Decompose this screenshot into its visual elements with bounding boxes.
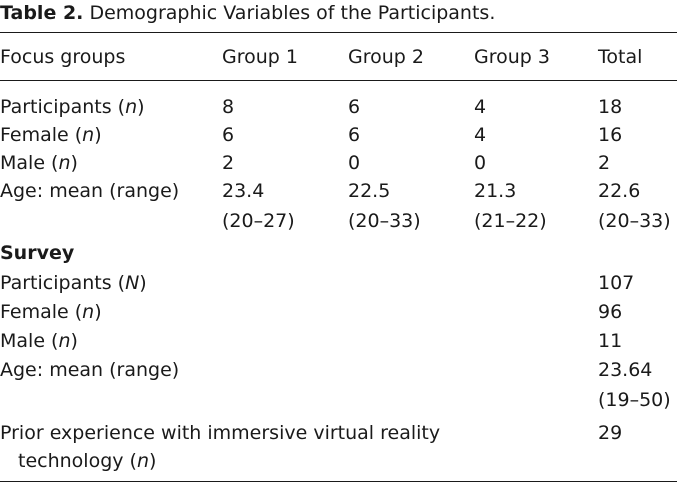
- row-label: Male (n): [0, 152, 78, 174]
- total-value: 107: [598, 272, 635, 294]
- header-rule: [0, 80, 677, 81]
- group-1-value: 2: [222, 152, 235, 174]
- total-value: 18: [598, 96, 623, 118]
- row-label: Participants (n): [0, 96, 145, 118]
- group-3-mean: 21.3: [474, 180, 517, 202]
- row-label: Age: mean (range): [0, 359, 180, 381]
- total-value: 96: [598, 301, 623, 323]
- total-mean: 23.64: [598, 359, 653, 381]
- total-value: 11: [598, 330, 623, 352]
- group-2-range: (20–33): [348, 210, 421, 232]
- group-3-range: (21–22): [474, 210, 547, 232]
- header-group-1: Group 1: [222, 46, 298, 68]
- group-2-value: 0: [348, 152, 361, 174]
- row-label: Female (n): [0, 124, 102, 146]
- top-rule: [0, 32, 677, 33]
- table-title: Demographic Variables of the Participant…: [89, 2, 496, 24]
- table-label: Table 2.: [0, 2, 84, 24]
- row-label: Participants (N): [0, 272, 147, 294]
- total-value: 2: [598, 152, 611, 174]
- total-value: 29: [598, 422, 623, 444]
- header-total: Total: [598, 46, 643, 68]
- group-2-value: 6: [348, 96, 361, 118]
- table-caption: Table 2. Demographic Variables of the Pa…: [0, 1, 495, 25]
- group-3-value: 4: [474, 96, 487, 118]
- total-range: (19–50): [598, 389, 671, 411]
- header-group-3: Group 3: [474, 46, 550, 68]
- header-focus-groups: Focus groups: [0, 46, 126, 68]
- group-2-mean: 22.5: [348, 180, 391, 202]
- group-3-value: 4: [474, 124, 487, 146]
- bottom-rule: [0, 481, 677, 482]
- survey-heading: Survey: [0, 242, 75, 264]
- row-label-line-2: technology (n): [18, 450, 157, 472]
- total-mean: 22.6: [598, 180, 641, 202]
- row-label: Age: mean (range): [0, 180, 180, 202]
- group-1-range: (20–27): [222, 210, 295, 232]
- row-label: Male (n): [0, 330, 78, 352]
- total-value: 16: [598, 124, 623, 146]
- group-1-mean: 23.4: [222, 180, 265, 202]
- group-2-value: 6: [348, 124, 361, 146]
- group-1-value: 8: [222, 96, 235, 118]
- row-label: Female (n): [0, 301, 102, 323]
- header-group-2: Group 2: [348, 46, 424, 68]
- group-3-value: 0: [474, 152, 487, 174]
- row-label-line-1: Prior experience with immersive virtual …: [0, 422, 441, 444]
- total-range: (20–33): [598, 210, 671, 232]
- group-1-value: 6: [222, 124, 235, 146]
